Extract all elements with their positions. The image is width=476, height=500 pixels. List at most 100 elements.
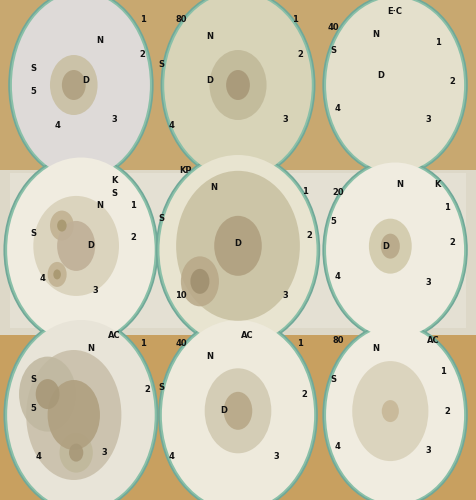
Text: N: N [87, 344, 94, 352]
Ellipse shape [369, 218, 412, 274]
Ellipse shape [7, 158, 155, 342]
Text: 80: 80 [332, 336, 344, 345]
Text: N: N [97, 200, 103, 209]
Text: D: D [220, 406, 227, 416]
Text: 2: 2 [449, 238, 455, 247]
Ellipse shape [69, 444, 83, 462]
Text: 40: 40 [175, 340, 187, 348]
Text: 2: 2 [297, 50, 303, 59]
Text: 3: 3 [426, 446, 431, 454]
Ellipse shape [48, 262, 67, 287]
Text: S: S [30, 64, 36, 73]
Ellipse shape [190, 269, 209, 294]
Text: D: D [206, 76, 213, 86]
Text: 1: 1 [302, 187, 307, 196]
Text: D: D [87, 242, 94, 250]
FancyBboxPatch shape [10, 172, 466, 328]
Text: 10: 10 [175, 292, 187, 300]
Text: 4: 4 [54, 121, 60, 130]
Text: 4: 4 [35, 452, 41, 462]
Text: 3: 3 [426, 278, 431, 287]
Text: N: N [373, 30, 379, 40]
Text: S: S [330, 46, 336, 55]
Text: 5: 5 [30, 404, 36, 413]
Text: S: S [111, 188, 117, 198]
Text: D: D [82, 76, 89, 86]
Text: 4: 4 [335, 104, 341, 112]
Text: D: D [377, 71, 384, 80]
Text: 5: 5 [30, 86, 36, 96]
Text: D: D [235, 239, 241, 248]
Ellipse shape [162, 320, 314, 500]
Text: S: S [30, 229, 36, 238]
Text: AC: AC [108, 331, 120, 340]
Ellipse shape [176, 171, 300, 321]
Text: 2: 2 [130, 234, 136, 242]
Ellipse shape [57, 220, 67, 232]
Text: 1: 1 [440, 368, 446, 376]
Ellipse shape [209, 50, 267, 120]
Text: 2: 2 [302, 390, 307, 398]
Text: 1: 1 [130, 200, 136, 209]
Text: KP: KP [179, 166, 192, 175]
Ellipse shape [9, 0, 153, 180]
Text: 3: 3 [111, 115, 117, 124]
Ellipse shape [181, 256, 219, 306]
Ellipse shape [205, 368, 271, 454]
Text: N: N [397, 180, 403, 189]
Text: 3: 3 [283, 292, 288, 300]
Text: 2: 2 [145, 386, 150, 394]
Text: N: N [373, 344, 379, 353]
Ellipse shape [161, 0, 315, 180]
Ellipse shape [4, 318, 158, 500]
Ellipse shape [12, 0, 150, 178]
Ellipse shape [164, 0, 312, 178]
Text: S: S [159, 60, 165, 69]
FancyBboxPatch shape [0, 335, 476, 500]
Ellipse shape [26, 350, 121, 480]
Ellipse shape [50, 210, 74, 240]
Text: AC: AC [241, 331, 254, 340]
Ellipse shape [224, 392, 252, 430]
Ellipse shape [226, 70, 250, 100]
Text: 3: 3 [283, 115, 288, 124]
Ellipse shape [4, 155, 158, 345]
FancyBboxPatch shape [0, 170, 476, 335]
Text: 2: 2 [449, 76, 455, 86]
Ellipse shape [326, 326, 464, 500]
Ellipse shape [326, 0, 464, 172]
Text: 40: 40 [327, 22, 339, 32]
Text: 3: 3 [273, 452, 279, 462]
Ellipse shape [323, 0, 467, 175]
Ellipse shape [381, 234, 400, 258]
Ellipse shape [60, 432, 93, 472]
Text: D: D [382, 242, 389, 250]
Text: 3: 3 [92, 286, 98, 295]
Text: 2: 2 [445, 406, 450, 416]
Ellipse shape [7, 320, 155, 500]
Ellipse shape [48, 380, 100, 450]
Text: 1: 1 [140, 340, 146, 348]
Ellipse shape [62, 70, 86, 100]
Ellipse shape [19, 356, 76, 432]
Text: E·C: E·C [387, 8, 403, 16]
Text: 3: 3 [426, 115, 431, 124]
Ellipse shape [36, 379, 60, 409]
Text: 2: 2 [307, 231, 312, 240]
Text: N: N [97, 36, 103, 44]
Ellipse shape [157, 152, 319, 348]
Ellipse shape [53, 270, 61, 280]
Text: N: N [211, 183, 218, 192]
Text: 4: 4 [335, 442, 341, 451]
Text: S: S [330, 376, 336, 384]
Text: K: K [435, 180, 441, 189]
Ellipse shape [159, 155, 317, 345]
Text: 4: 4 [169, 121, 174, 130]
Ellipse shape [159, 318, 317, 500]
Ellipse shape [33, 196, 119, 296]
Text: S: S [30, 375, 36, 384]
Text: S: S [159, 214, 165, 223]
Text: 1: 1 [292, 16, 298, 24]
Text: 4: 4 [169, 452, 174, 462]
Text: 20: 20 [332, 188, 344, 196]
